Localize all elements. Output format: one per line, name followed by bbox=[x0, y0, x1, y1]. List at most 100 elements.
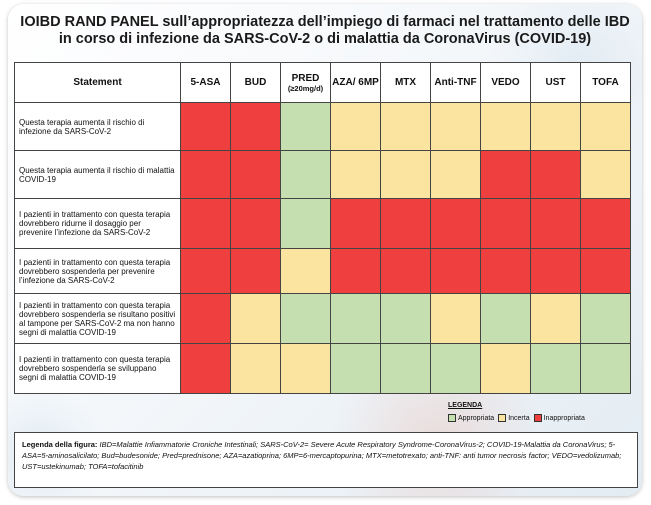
column-header-label: VEDO bbox=[491, 77, 520, 88]
footnote-lead: Legenda della figura: bbox=[22, 440, 98, 449]
table-row: Questa terapia aumenta il rischio di mal… bbox=[14, 150, 631, 199]
rating-cell bbox=[580, 150, 631, 199]
rating-cell bbox=[430, 198, 481, 249]
rating-cell bbox=[480, 343, 531, 394]
rating-cell bbox=[280, 293, 331, 344]
legend: Appropriata Incerta Inappropriata bbox=[448, 414, 585, 422]
column-header: 5-ASA bbox=[180, 62, 231, 103]
footnote-text: IBD=Malattie Infiammatorie Croniche Inte… bbox=[22, 440, 622, 471]
legend-swatch bbox=[533, 414, 542, 422]
title-line-2: in corso di infezione da SARS-CoV-2 o di… bbox=[58, 31, 592, 47]
rating-cell bbox=[530, 293, 581, 344]
rating-cell bbox=[380, 102, 431, 151]
rating-cell bbox=[380, 343, 431, 394]
rating-cell bbox=[430, 248, 481, 294]
table-row: I pazienti in trattamento con questa ter… bbox=[14, 248, 631, 294]
column-header: AZA/ 6MP bbox=[330, 62, 381, 103]
rating-cell bbox=[280, 248, 331, 294]
rating-cell bbox=[580, 198, 631, 249]
rating-cell bbox=[480, 198, 531, 249]
title-line-1: IOIBD RAND PANEL sull’appropriatezza del… bbox=[20, 14, 630, 30]
figure-footnote: Legenda della figura: IBD=Malattie Infia… bbox=[14, 432, 638, 488]
page-title: IOIBD RAND PANEL sull’appropriatezza del… bbox=[8, 14, 642, 48]
legend-label: Incerta bbox=[508, 414, 530, 422]
rating-cell bbox=[180, 102, 231, 151]
rating-cell bbox=[480, 293, 531, 344]
rating-cell bbox=[430, 293, 481, 344]
rating-cell bbox=[380, 293, 431, 344]
rating-cell bbox=[380, 198, 431, 249]
rating-cell bbox=[330, 248, 381, 294]
column-header-label: PRED bbox=[291, 72, 320, 84]
statement-cell: I pazienti in trattamento con questa ter… bbox=[14, 248, 181, 294]
rating-cell bbox=[330, 293, 381, 344]
column-header: TOFA bbox=[580, 62, 631, 103]
rating-cell bbox=[230, 198, 281, 249]
table-row: I pazienti in trattamento con questa ter… bbox=[14, 198, 631, 249]
rating-cell bbox=[230, 248, 281, 294]
rating-cell bbox=[380, 150, 431, 199]
rating-cell bbox=[530, 102, 581, 151]
rating-cell bbox=[180, 343, 231, 394]
legend-item: Incerta bbox=[498, 414, 530, 422]
table-body: Questa terapia aumenta il rischio di inf… bbox=[14, 102, 631, 394]
column-header: MTX bbox=[380, 62, 431, 103]
column-header: VEDO bbox=[480, 62, 531, 103]
column-header: PRED (≥20mg/d) bbox=[280, 62, 331, 103]
legend-label: Inappropriata bbox=[543, 414, 585, 422]
legend-swatch bbox=[498, 414, 507, 422]
infographic-card: IOIBD RAND PANEL sull’appropriatezza del… bbox=[8, 4, 642, 496]
rating-cell bbox=[430, 150, 481, 199]
rating-cell bbox=[380, 248, 431, 294]
rating-cell bbox=[430, 343, 481, 394]
rating-cell bbox=[530, 343, 581, 394]
statement-column-header: Statement bbox=[14, 62, 181, 103]
legend-item: Appropriata bbox=[448, 414, 494, 422]
rating-cell bbox=[180, 150, 231, 199]
table-row: I pazienti in trattamento con questa ter… bbox=[14, 343, 631, 394]
table-header-row: Statement 5-ASA BUD PRED (≥20mg/d) AZA/ 6MP M… bbox=[14, 62, 631, 103]
column-header-label: UST bbox=[545, 77, 566, 88]
statement-cell: Questa terapia aumenta il rischio di mal… bbox=[14, 150, 181, 199]
column-header-label: MTX bbox=[394, 77, 417, 88]
rating-cell bbox=[180, 293, 231, 344]
table-row: I pazienti in trattamento con questa ter… bbox=[14, 293, 631, 344]
rating-cell bbox=[230, 150, 281, 199]
legend-item: Inappropriata bbox=[533, 414, 585, 422]
rating-cell bbox=[330, 198, 381, 249]
column-header-label: Anti-TNF bbox=[434, 77, 477, 88]
rating-cell bbox=[230, 102, 281, 151]
column-header: BUD bbox=[230, 62, 281, 103]
column-header-label: BUD bbox=[244, 77, 267, 88]
rating-cell bbox=[280, 343, 331, 394]
column-header-label: TOFA bbox=[592, 77, 619, 88]
column-header-label: 5-ASA bbox=[190, 77, 221, 88]
rating-cell bbox=[280, 150, 331, 199]
rating-cell bbox=[230, 293, 281, 344]
column-header: UST bbox=[530, 62, 581, 103]
rating-cell bbox=[480, 102, 531, 151]
rating-cell bbox=[280, 102, 331, 151]
rating-cell bbox=[330, 150, 381, 199]
rating-cell bbox=[480, 150, 531, 199]
rating-cell bbox=[580, 293, 631, 344]
rating-cell bbox=[580, 248, 631, 294]
rating-cell bbox=[430, 102, 481, 151]
column-header-label: AZA/ 6MP bbox=[332, 77, 379, 88]
rating-cell bbox=[530, 248, 581, 294]
statement-cell: I pazienti in trattamento con questa ter… bbox=[14, 343, 181, 394]
legend-title: LEGENDA bbox=[448, 402, 483, 409]
legend-swatch bbox=[448, 414, 456, 422]
rating-cell bbox=[530, 150, 581, 199]
rating-cell bbox=[330, 102, 381, 151]
statement-cell: I pazienti in trattamento con questa ter… bbox=[14, 198, 181, 249]
rating-cell bbox=[480, 248, 531, 294]
rating-cell bbox=[330, 343, 381, 394]
table-row: Questa terapia aumenta il rischio di inf… bbox=[14, 102, 631, 151]
rating-cell bbox=[530, 198, 581, 249]
column-header-sublabel: (≥20mg/d) bbox=[287, 83, 324, 93]
rating-cell bbox=[580, 102, 631, 151]
legend-label: Appropriata bbox=[458, 414, 495, 422]
ratings-table: Statement 5-ASA BUD PRED (≥20mg/d) AZA/ 6MP M… bbox=[14, 62, 631, 394]
rating-cell bbox=[580, 343, 631, 394]
